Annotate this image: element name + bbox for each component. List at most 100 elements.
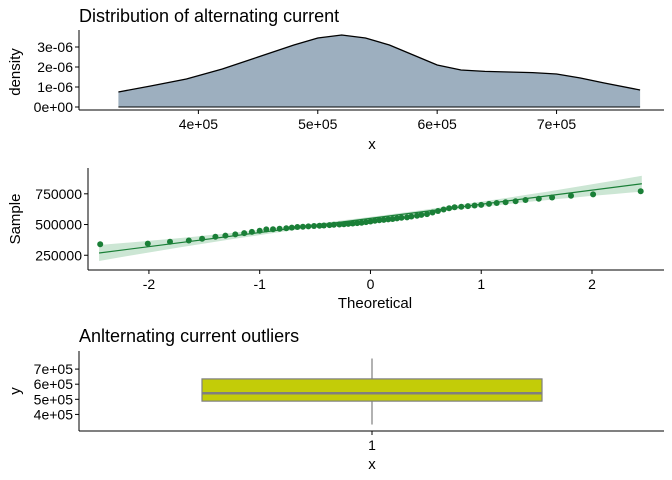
density-y-tick-label: 1e-06 xyxy=(37,79,73,95)
qq-point xyxy=(371,217,378,224)
qq-point xyxy=(458,203,465,210)
qq-point xyxy=(212,233,219,240)
qq-point xyxy=(418,211,425,218)
qq-point xyxy=(276,225,283,232)
qq-point xyxy=(637,188,644,195)
qq-point xyxy=(263,226,270,233)
qq-point xyxy=(389,216,396,222)
qq-point xyxy=(283,225,290,232)
qq-point xyxy=(478,201,485,208)
box-plot-area xyxy=(201,358,543,425)
box-y-tick-label: 7e+05 xyxy=(34,361,74,377)
density-x-tick-label: 5e+05 xyxy=(298,116,338,132)
box-panel: Anlternating current outliers 1 4e+055e+… xyxy=(7,326,664,473)
density-y-ticks: 0e+00 1e-06 2e-06 3e-06 xyxy=(34,39,79,115)
box-x-ticks: 1 xyxy=(368,431,376,453)
qq-point xyxy=(464,203,471,210)
qq-point xyxy=(380,216,387,223)
qq-point xyxy=(451,204,458,211)
qq-point xyxy=(241,230,248,237)
qq-point xyxy=(435,208,441,214)
qq-point xyxy=(363,219,369,226)
qq-y-tick-label: 500000 xyxy=(35,217,82,233)
qq-x-tick-label: 0 xyxy=(367,276,375,292)
qq-point xyxy=(320,222,327,229)
qq-point xyxy=(440,206,447,213)
qq-point xyxy=(199,235,206,242)
density-plot-area xyxy=(118,34,641,108)
qq-y-ticks: 250000 500000 750000 xyxy=(35,186,88,263)
qq-point xyxy=(349,220,356,227)
qq-point xyxy=(330,221,337,228)
qq-y-tick-label: 250000 xyxy=(35,247,82,263)
qq-point xyxy=(336,221,343,228)
qq-y-axis-title: Sample xyxy=(7,194,24,245)
qq-point xyxy=(522,197,529,203)
qq-point xyxy=(144,240,151,247)
qq-point xyxy=(502,199,509,206)
qq-point xyxy=(288,224,295,231)
qq-panel: -2 -1 0 1 2 250000 500000 750000 Theoretical S… xyxy=(7,168,664,312)
qq-point xyxy=(294,224,301,230)
qq-point xyxy=(222,232,229,239)
qq-point xyxy=(549,194,556,201)
qq-point xyxy=(471,202,478,209)
qq-point xyxy=(493,200,500,206)
qq-x-axis-title: Theoretical xyxy=(338,295,412,312)
qq-point xyxy=(394,215,400,222)
qq-point xyxy=(97,241,104,248)
qq-plot-area xyxy=(97,175,644,261)
box-x-tick-label: 1 xyxy=(368,437,376,453)
box-y-tick-label: 4e+05 xyxy=(34,406,74,422)
qq-x-tick-label: -1 xyxy=(253,276,266,292)
qq-point xyxy=(367,218,374,225)
qq-point xyxy=(248,228,255,235)
qq-point xyxy=(256,227,263,234)
qq-point xyxy=(345,220,352,227)
qq-point xyxy=(305,223,312,230)
qq-point xyxy=(326,222,333,229)
density-y-axis-title: density xyxy=(7,48,24,96)
density-x-tick-label: 7e+05 xyxy=(537,116,577,132)
qq-reference-line xyxy=(99,183,642,254)
box-y-tick-label: 5e+05 xyxy=(34,391,74,407)
qq-x-tick-label: 1 xyxy=(477,276,485,292)
qq-x-tick-label: 2 xyxy=(588,276,596,292)
qq-point xyxy=(446,205,453,212)
density-panel: Distribution of alternating current 4e+0… xyxy=(7,6,664,153)
qq-point xyxy=(535,195,542,202)
density-y-tick-label: 3e-06 xyxy=(37,39,73,55)
density-x-tick-label: 6e+05 xyxy=(417,116,457,132)
qq-point xyxy=(340,221,347,228)
box-x-axis-title: x xyxy=(368,456,376,473)
qq-point xyxy=(354,220,361,227)
density-x-ticks: 4e+05 5e+05 6e+05 7e+05 xyxy=(179,110,577,132)
qq-x-ticks: -2 -1 0 1 2 xyxy=(143,270,596,292)
qq-point xyxy=(429,209,436,216)
qq-point xyxy=(167,238,173,245)
density-curve xyxy=(118,34,641,93)
density-y-tick-label: 2e-06 xyxy=(37,59,73,75)
qq-point xyxy=(424,211,430,218)
box-title: Anlternating current outliers xyxy=(79,326,299,346)
qq-point xyxy=(232,231,239,238)
qq-point xyxy=(299,223,306,230)
qq-point xyxy=(270,226,276,233)
qq-point xyxy=(311,223,317,229)
qq-point xyxy=(376,217,383,224)
qq-point xyxy=(486,200,492,207)
density-area xyxy=(118,35,641,107)
density-x-axis-title: x xyxy=(368,136,376,153)
box-iqr xyxy=(201,378,543,402)
qq-point xyxy=(568,192,574,199)
qq-point xyxy=(358,219,365,226)
density-y-tick-label: 0e+00 xyxy=(34,99,74,115)
density-title: Distribution of alternating current xyxy=(79,6,339,26)
qq-point xyxy=(385,216,392,223)
qq-point xyxy=(512,198,519,205)
box-y-axis-title: y xyxy=(7,387,24,395)
qq-y-tick-label: 750000 xyxy=(35,186,82,202)
density-x-tick-label: 4e+05 xyxy=(179,116,219,132)
